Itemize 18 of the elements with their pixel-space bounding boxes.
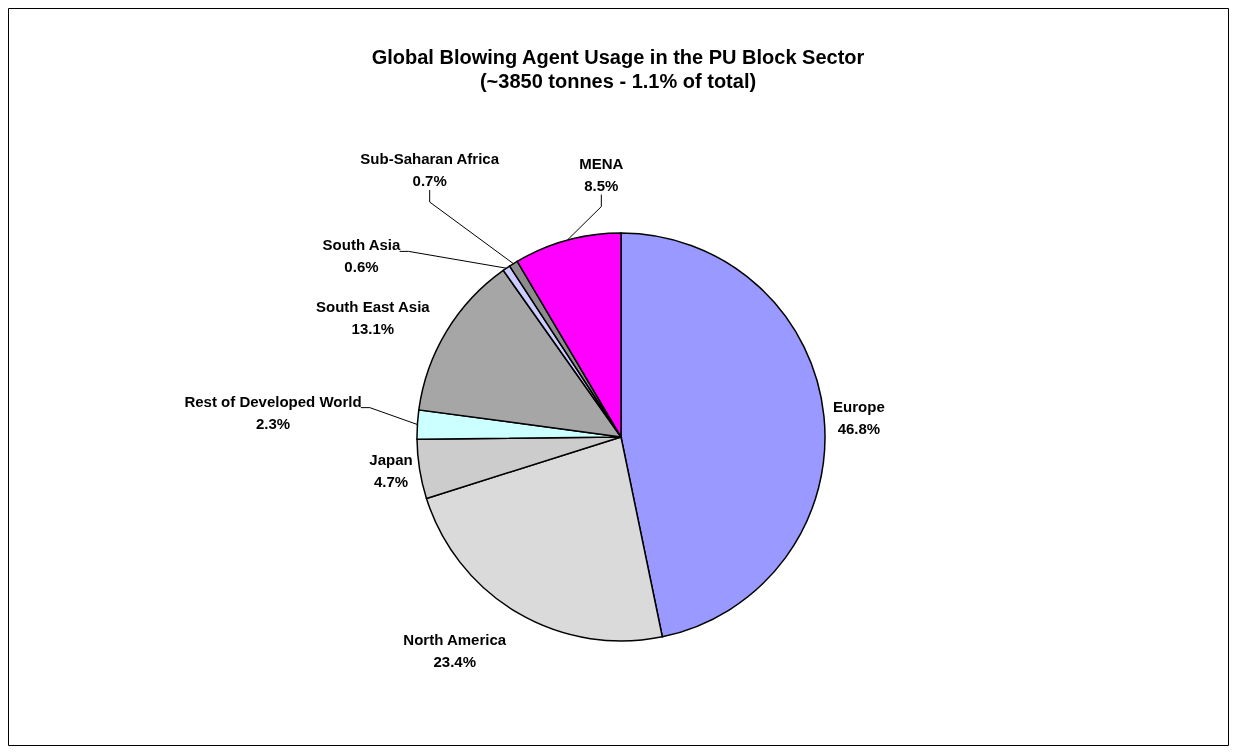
data-label: 0.6% — [344, 258, 379, 276]
data-label: 8.5% — [584, 176, 619, 194]
data-label: 46.8% — [837, 419, 881, 437]
data-label: 0.7% — [412, 172, 447, 190]
data-label: 23.4% — [433, 653, 477, 671]
slice-label: Europe — [833, 397, 885, 415]
slice-label: Sub-Saharan Africa — [360, 150, 500, 168]
data-label: 4.7% — [373, 473, 409, 491]
slice-label: MENA — [579, 154, 624, 172]
chart-title: Global Blowing Agent Usage in the PU Block Sector — [371, 46, 865, 68]
slice-label: Japan — [369, 451, 413, 469]
slice-label: Rest of Developed World — [184, 392, 362, 410]
data-label: 2.3% — [255, 414, 291, 432]
slice-label: South East Asia — [316, 297, 431, 315]
chart-subtitle: (~3850 tonnes - 1.1% of total) — [479, 70, 757, 92]
slice-label: South Asia — [322, 236, 401, 254]
data-label: 13.1% — [351, 319, 395, 337]
slice-label: North America — [403, 631, 507, 649]
